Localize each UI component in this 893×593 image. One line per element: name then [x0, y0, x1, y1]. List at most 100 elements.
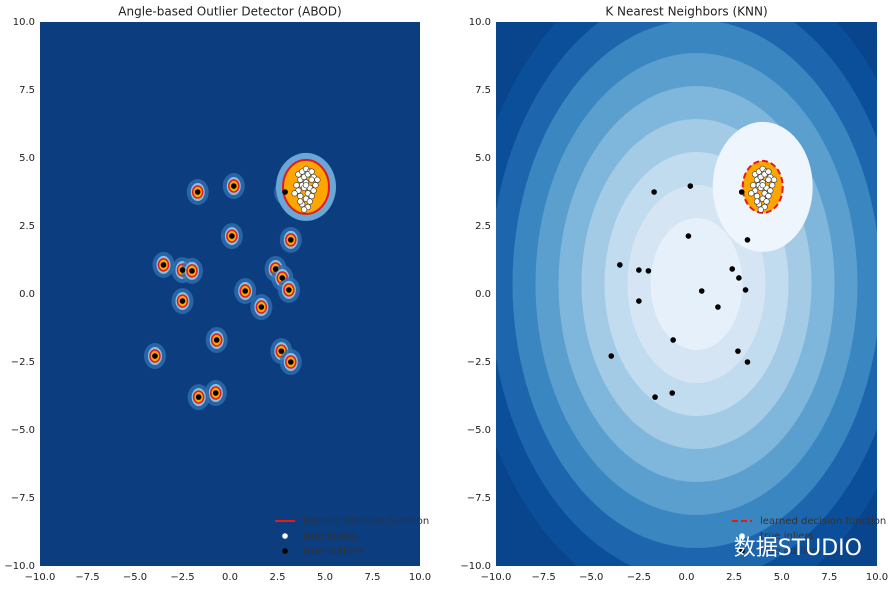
inlier-point — [766, 193, 772, 199]
inlier-point — [307, 199, 313, 205]
outlier-point — [152, 353, 158, 359]
plot-area — [40, 22, 420, 566]
outlier-point — [646, 268, 652, 274]
outlier-point — [214, 337, 220, 343]
inlier-point — [303, 182, 309, 188]
inlier-point — [758, 207, 764, 213]
inlier-point — [301, 207, 307, 213]
outlier-point — [288, 237, 294, 243]
outlier-point — [743, 287, 749, 293]
background — [40, 22, 420, 566]
x-tick-label: −2.5 — [627, 572, 651, 583]
inlier-point — [769, 182, 775, 188]
outlier-point — [617, 262, 623, 268]
outlier-point — [735, 348, 741, 354]
y-tick-label: −10.0 — [4, 561, 35, 572]
outlier-point — [196, 394, 202, 400]
inlier-point — [750, 182, 756, 188]
outlier-point — [231, 183, 237, 189]
y-tick-label: −10.0 — [460, 561, 491, 572]
y-tick-label: −2.5 — [467, 357, 491, 368]
outlier-point — [189, 268, 195, 274]
inlier-point — [768, 188, 774, 194]
x-tick-label: −7.5 — [531, 572, 555, 583]
outlier-point — [279, 348, 285, 354]
outlier-point — [688, 183, 694, 189]
x-tick-label: 7.5 — [821, 572, 837, 583]
x-tick-label: 2.5 — [726, 572, 742, 583]
legend-label: true outliers — [303, 546, 364, 557]
outlier-point — [670, 337, 676, 343]
y-tick-label: −2.5 — [11, 357, 35, 368]
inlier-point — [764, 199, 770, 205]
contour-band — [651, 218, 743, 350]
y-tick-label: 7.5 — [475, 85, 491, 96]
outlier-point — [652, 394, 658, 400]
plot-area — [467, 0, 893, 589]
inlier-point — [311, 188, 317, 194]
legend-marker — [282, 533, 288, 539]
y-tick-label: 0.0 — [19, 289, 35, 300]
x-tick-label: 10.0 — [866, 572, 888, 583]
legend-marker — [282, 548, 288, 554]
inlier-point — [766, 177, 772, 183]
x-tick-label: −7.5 — [75, 572, 99, 583]
inlier-point — [309, 193, 315, 199]
outlier-point — [745, 359, 751, 365]
y-tick-label: −7.5 — [467, 493, 491, 504]
outlier-point — [286, 287, 292, 293]
x-tick-label: −10.0 — [481, 572, 512, 583]
outlier-point — [729, 266, 735, 272]
y-tick-label: 2.5 — [19, 221, 35, 232]
y-tick-label: 2.5 — [475, 221, 491, 232]
inlier-point — [298, 199, 304, 205]
outlier-point — [699, 288, 705, 294]
legend-label: learned decision function — [303, 516, 429, 527]
watermark: 数据STUDIO — [734, 536, 862, 561]
outlier-point — [229, 233, 235, 239]
outlier-point — [715, 304, 721, 310]
inlier-point — [754, 193, 760, 199]
outlier-point — [669, 390, 675, 396]
outlier-point — [180, 267, 186, 273]
outlier-point — [213, 390, 219, 396]
inlier-point — [760, 182, 766, 188]
legend-label: true inliers — [303, 531, 357, 542]
y-tick-label: 10.0 — [13, 17, 35, 28]
outlier-point — [279, 275, 285, 281]
y-tick-label: −7.5 — [11, 493, 35, 504]
chart-title: K Nearest Neighbors (KNN) — [605, 5, 767, 19]
y-tick-label: 5.0 — [475, 153, 491, 164]
inlier-point — [766, 169, 772, 175]
outlier-point — [608, 353, 614, 359]
outlier-point — [259, 304, 265, 310]
y-tick-label: 10.0 — [469, 17, 491, 28]
outlier-point — [242, 288, 248, 294]
x-tick-label: 0.0 — [222, 572, 238, 583]
inlier-point — [294, 182, 300, 188]
outlier-point — [651, 189, 657, 195]
x-tick-label: −5.0 — [579, 572, 603, 583]
outlier-point — [288, 359, 294, 365]
outlier-point — [195, 189, 201, 195]
x-tick-label: 0.0 — [679, 572, 695, 583]
outlier-point — [161, 262, 167, 268]
y-tick-label: −5.0 — [467, 425, 491, 436]
inlier-point — [771, 177, 777, 183]
inlier-point — [309, 169, 315, 175]
outlier-point — [745, 237, 751, 243]
inlier-point — [309, 177, 315, 183]
legend-label: learned decision function — [760, 516, 886, 527]
x-tick-label: −5.0 — [123, 572, 147, 583]
inlier-point — [298, 193, 304, 199]
inlier-point — [292, 191, 298, 197]
outlier-point — [636, 267, 642, 273]
outlier-point — [180, 298, 186, 304]
x-tick-label: 5.0 — [774, 572, 790, 583]
x-tick-label: 5.0 — [317, 572, 333, 583]
outlier-point — [282, 189, 288, 195]
outlier-point — [636, 298, 642, 304]
x-tick-label: −10.0 — [25, 572, 56, 583]
chart-title: Angle-based Outlier Detector (ABOD) — [118, 5, 341, 19]
